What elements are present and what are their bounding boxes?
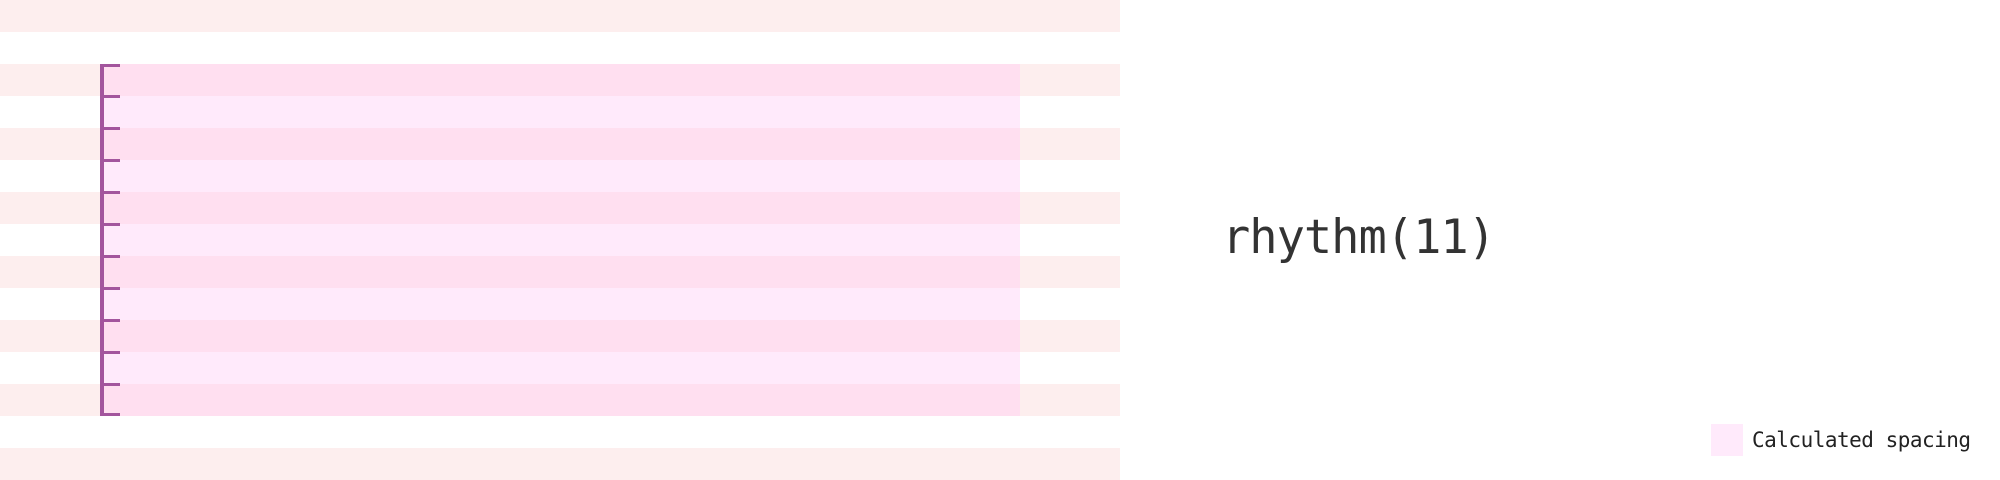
legend-label: Calculated spacing xyxy=(1752,428,1971,452)
legend-swatch xyxy=(1711,424,1743,456)
function-label: rhythm(11) xyxy=(1222,210,1496,265)
spacing-row xyxy=(102,320,1020,352)
marker-tick xyxy=(100,95,120,98)
marker-tick xyxy=(100,223,120,226)
baseline-stripe xyxy=(0,0,1120,32)
marker-tick xyxy=(100,287,120,290)
marker-tick xyxy=(100,351,120,354)
spacing-row xyxy=(102,288,1020,320)
baseline-stripe xyxy=(0,448,1120,480)
marker-tick xyxy=(100,319,120,322)
marker-tick xyxy=(100,159,120,162)
spacing-row xyxy=(102,96,1020,128)
marker-tick xyxy=(100,383,120,386)
spacing-row xyxy=(102,192,1020,224)
spacing-row xyxy=(102,256,1020,288)
marker-tick xyxy=(100,64,120,67)
spacing-row xyxy=(102,224,1020,256)
marker-tick xyxy=(100,127,120,130)
marker-line xyxy=(100,64,104,416)
legend: Calculated spacing xyxy=(1711,424,1971,456)
spacing-row xyxy=(102,160,1020,192)
spacing-row xyxy=(102,128,1020,160)
spacing-row xyxy=(102,384,1020,416)
spacing-row xyxy=(102,64,1020,96)
marker-tick xyxy=(100,413,120,416)
spacing-row xyxy=(102,352,1020,384)
marker-tick xyxy=(100,255,120,258)
marker-tick xyxy=(100,191,120,194)
